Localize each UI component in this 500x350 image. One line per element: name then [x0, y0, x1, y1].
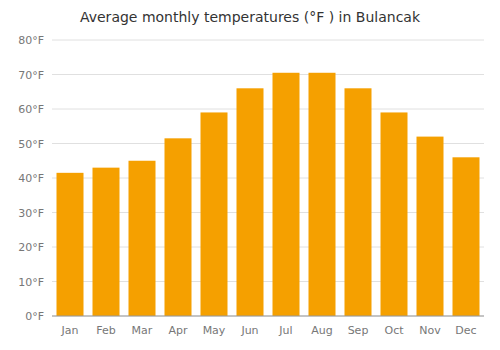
bar [453, 157, 480, 316]
bar [417, 137, 444, 316]
x-tick-label: Dec [455, 324, 476, 337]
x-tick-label: Oct [384, 324, 404, 337]
grid-line [52, 74, 484, 75]
y-tick-label: 50°F [18, 138, 44, 151]
bar [345, 88, 372, 316]
y-tick-label: 70°F [18, 69, 44, 82]
chart-container: Average monthly temperatures (°F ) in Bu… [0, 0, 500, 350]
x-tick-label: Jun [240, 324, 258, 337]
x-tick-label: May [203, 324, 226, 337]
x-tick-label: Nov [419, 324, 441, 337]
y-tick-label: 40°F [18, 172, 44, 185]
page: {"chart_data": {"type": "bar", "title": … [0, 0, 500, 350]
bars [57, 73, 480, 316]
y-tick-label: 80°F [18, 34, 44, 47]
x-tick-label: Mar [132, 324, 153, 337]
x-tick-label: Jan [61, 324, 79, 337]
x-tick-label: Feb [96, 324, 115, 337]
bar [273, 73, 300, 316]
x-tick-label: Sep [348, 324, 369, 337]
y-axis: 0°F 10°F 20°F 30°F 40°F 50°F 60°F 70°F 80°F [18, 34, 44, 323]
bar [57, 173, 84, 316]
x-tick-label: Jul [278, 324, 292, 337]
grid-line [52, 109, 484, 110]
y-tick-label: 0°F [25, 310, 44, 323]
bar [93, 168, 120, 316]
x-axis: Jan Feb Mar Apr May Jun Jul Aug Sep Oct Nov Dec [61, 324, 477, 337]
bar [201, 112, 228, 316]
x-tick-label: Aug [311, 324, 332, 337]
x-axis-line [52, 316, 484, 317]
grid-line [52, 40, 484, 41]
y-tick-label: 60°F [18, 103, 44, 116]
grid-line [52, 316, 484, 317]
bar [381, 112, 408, 316]
y-tick-label: 30°F [18, 207, 44, 220]
x-tick-label: Apr [168, 324, 188, 337]
chart-svg: Average monthly temperatures (°F ) in Bu… [0, 0, 500, 350]
bar [165, 138, 192, 316]
y-tick-label: 20°F [18, 241, 44, 254]
y-tick-label: 10°F [18, 276, 44, 289]
y-grid [52, 40, 484, 316]
title: Average monthly temperatures (°F ) in Bu… [80, 9, 421, 25]
bar [309, 73, 336, 316]
bar [237, 88, 264, 316]
bar [129, 161, 156, 316]
